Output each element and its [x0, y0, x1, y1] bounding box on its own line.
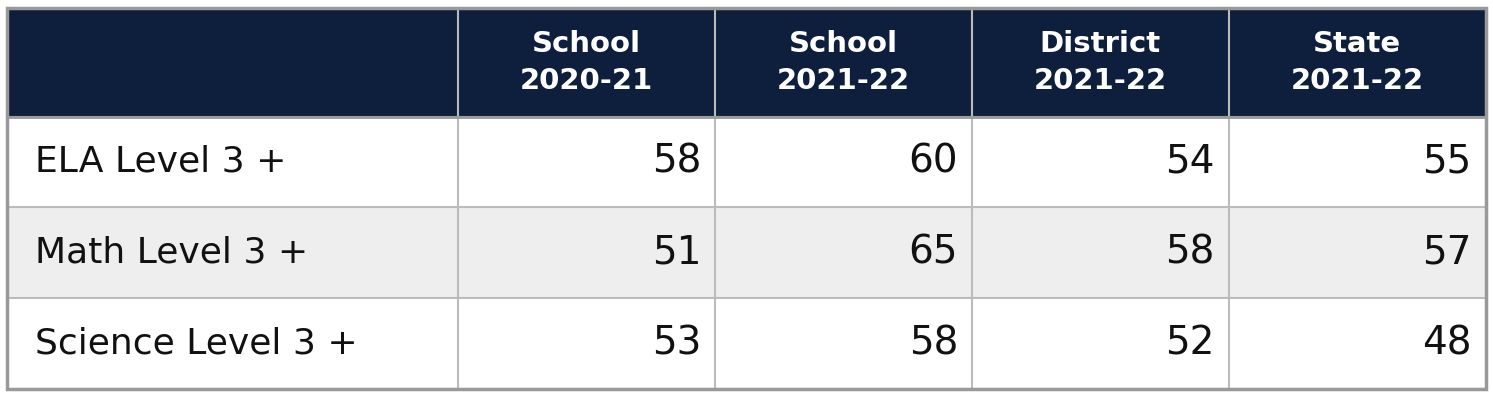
- Text: 52: 52: [1166, 325, 1215, 362]
- Text: State: State: [1312, 30, 1402, 58]
- Text: 48: 48: [1423, 325, 1472, 362]
- Text: Math Level 3 +: Math Level 3 +: [34, 236, 308, 270]
- Text: School: School: [788, 30, 899, 58]
- Bar: [7, 117, 1486, 207]
- Bar: [715, 8, 972, 117]
- Text: 2021-22: 2021-22: [1033, 67, 1168, 95]
- Text: 58: 58: [652, 143, 702, 181]
- Text: 53: 53: [652, 325, 702, 362]
- Text: 2020-21: 2020-21: [520, 67, 654, 95]
- Bar: [7, 8, 458, 117]
- Text: 55: 55: [1423, 143, 1472, 181]
- Text: 58: 58: [1166, 234, 1215, 272]
- Bar: [1229, 8, 1486, 117]
- Text: 57: 57: [1423, 234, 1472, 272]
- Bar: [972, 8, 1229, 117]
- Text: ELA Level 3 +: ELA Level 3 +: [34, 145, 287, 179]
- Bar: [7, 207, 1486, 298]
- Bar: [458, 8, 715, 117]
- Text: Science Level 3 +: Science Level 3 +: [34, 327, 357, 360]
- Text: 2021-22: 2021-22: [1290, 67, 1424, 95]
- Text: 60: 60: [909, 143, 959, 181]
- Text: School: School: [532, 30, 642, 58]
- Text: 65: 65: [909, 234, 959, 272]
- Text: District: District: [1039, 30, 1162, 58]
- Text: 54: 54: [1166, 143, 1215, 181]
- Text: 51: 51: [652, 234, 702, 272]
- Bar: [7, 298, 1486, 389]
- Text: 2021-22: 2021-22: [776, 67, 911, 95]
- Text: 58: 58: [909, 325, 959, 362]
